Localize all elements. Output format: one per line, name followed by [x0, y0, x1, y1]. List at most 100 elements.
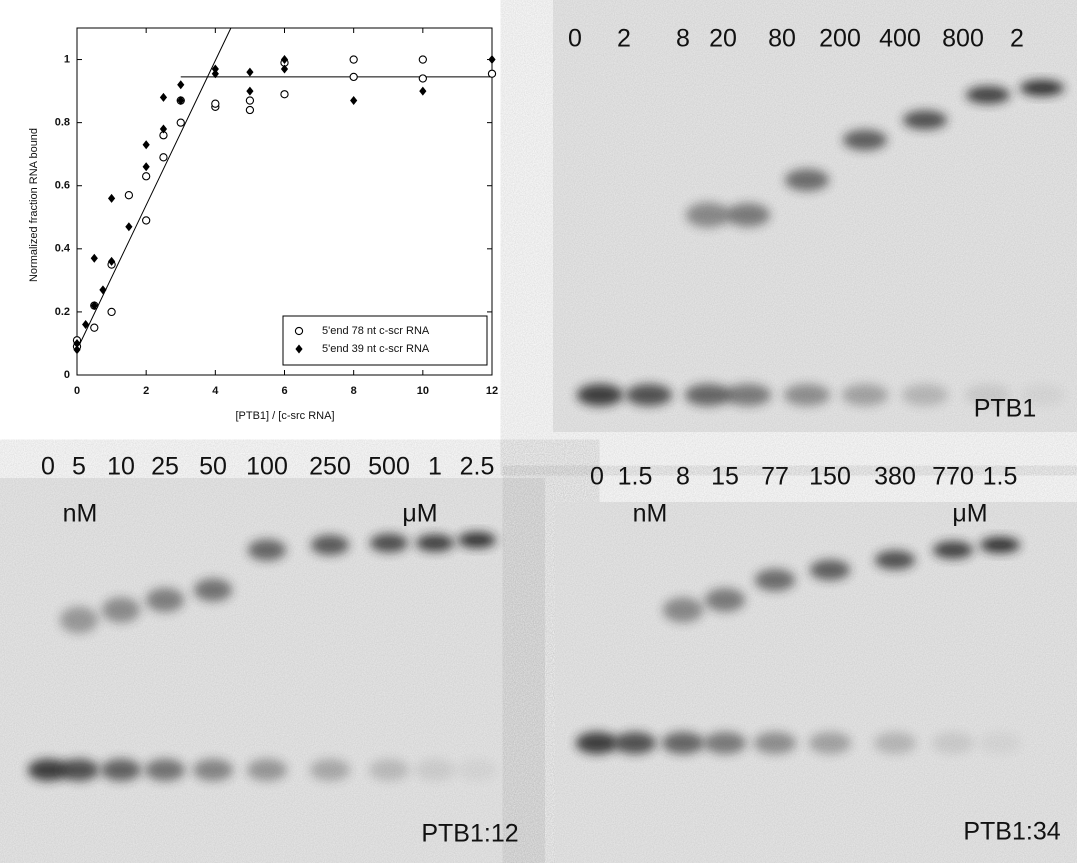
- y-tick-label: 0.2: [55, 306, 70, 318]
- data-point: [245, 96, 255, 105]
- x-tick-label: 0: [74, 385, 80, 397]
- gel-band: [414, 759, 456, 781]
- legend-label: 5'end 39 nt c-scr RNA: [322, 343, 430, 355]
- lane-label: 500: [368, 453, 410, 481]
- gel-band: [684, 384, 732, 406]
- data-point: [245, 105, 255, 115]
- data-point: [107, 256, 116, 266]
- x-tick-label: 8: [351, 385, 357, 397]
- x-tick-label: 4: [212, 385, 219, 397]
- lane-label: 0: [41, 453, 55, 481]
- gel-band: [145, 588, 185, 612]
- data-point: [349, 55, 358, 64]
- lane-label: 100: [246, 453, 288, 481]
- gel-band: [704, 588, 746, 612]
- gel-noise: [553, 0, 1077, 432]
- data-point: [211, 69, 219, 79]
- data-point: [99, 285, 107, 295]
- gel-band: [685, 202, 731, 228]
- data-point: [488, 55, 496, 65]
- data-point: [142, 172, 151, 181]
- gel-band: [625, 384, 673, 406]
- gel-band: [193, 578, 233, 602]
- lane-label: 8: [676, 25, 690, 53]
- data-point: [107, 307, 116, 317]
- gel-band: [661, 732, 705, 754]
- data-point: [142, 162, 150, 172]
- gel-band: [978, 732, 1022, 754]
- gel-band: [842, 129, 888, 151]
- gel-band: [902, 110, 948, 130]
- lane-label: 10: [107, 453, 135, 481]
- x-tick-label: 10: [417, 385, 429, 397]
- data-point: [418, 55, 427, 64]
- gel-band: [808, 732, 852, 754]
- data-point: [159, 153, 168, 162]
- lane-label: 2: [617, 25, 631, 53]
- lane-label: 380: [874, 463, 916, 491]
- lane-label: 1.5: [983, 463, 1018, 491]
- data-point: [73, 345, 81, 355]
- gel-band: [809, 559, 851, 581]
- gel-band: [100, 759, 142, 781]
- gel-band: [368, 759, 410, 781]
- gel-band: [841, 384, 889, 406]
- legend-marker: [294, 326, 304, 336]
- y-tick-label: 0: [64, 369, 70, 381]
- gel-band: [144, 759, 186, 781]
- lane-label: 80: [768, 25, 796, 53]
- data-point: [73, 338, 81, 348]
- data-point: [280, 90, 289, 99]
- gel-band: [415, 534, 455, 552]
- lane-label: 250: [309, 453, 351, 481]
- gel-band: [456, 759, 498, 781]
- gel-band: [784, 169, 830, 191]
- lane-label: 5: [72, 453, 86, 481]
- gel-band: [932, 541, 974, 559]
- lane-label: 77: [761, 463, 789, 491]
- lane-label: 150: [809, 463, 851, 491]
- gel-band: [246, 759, 288, 781]
- gel-band: [754, 569, 796, 591]
- lane-label: 2: [1010, 25, 1024, 53]
- gel-noise: [555, 502, 1077, 863]
- data-point: [90, 301, 98, 311]
- gel-band: [1018, 384, 1066, 406]
- gel-band: [931, 732, 975, 754]
- data-point: [211, 64, 219, 74]
- gel-band: [309, 759, 351, 781]
- gel-band: [58, 759, 100, 781]
- data-point: [90, 253, 98, 263]
- gel-band: [613, 732, 657, 754]
- data-point: [211, 99, 220, 108]
- data-point: [280, 55, 289, 65]
- data-point: [125, 222, 133, 232]
- gel-band: [965, 86, 1011, 104]
- legend-marker: [295, 344, 303, 354]
- x-tick-label: 6: [281, 385, 287, 397]
- data-point: [419, 86, 427, 96]
- gel-band: [310, 535, 350, 555]
- gel-band: [874, 550, 916, 570]
- unit-label: nM: [63, 500, 98, 528]
- data-point: [107, 193, 116, 203]
- data-point: [487, 69, 497, 78]
- lane-label: 1: [428, 453, 442, 481]
- gel-label: PTB1:12: [421, 820, 518, 848]
- data-point: [349, 72, 358, 82]
- gel-band: [662, 597, 704, 623]
- gel-band: [873, 732, 917, 754]
- data-point: [159, 92, 168, 102]
- lane-label: 770: [932, 463, 974, 491]
- data-point: [142, 216, 151, 225]
- gel-band: [369, 533, 409, 553]
- y-tick-label: 0.6: [55, 180, 70, 192]
- data-point: [90, 323, 99, 332]
- data-point: [177, 80, 185, 90]
- gel-band: [979, 537, 1021, 553]
- data-point: [280, 64, 289, 74]
- fit-line: [76, 27, 232, 350]
- unit-label: μM: [952, 500, 987, 528]
